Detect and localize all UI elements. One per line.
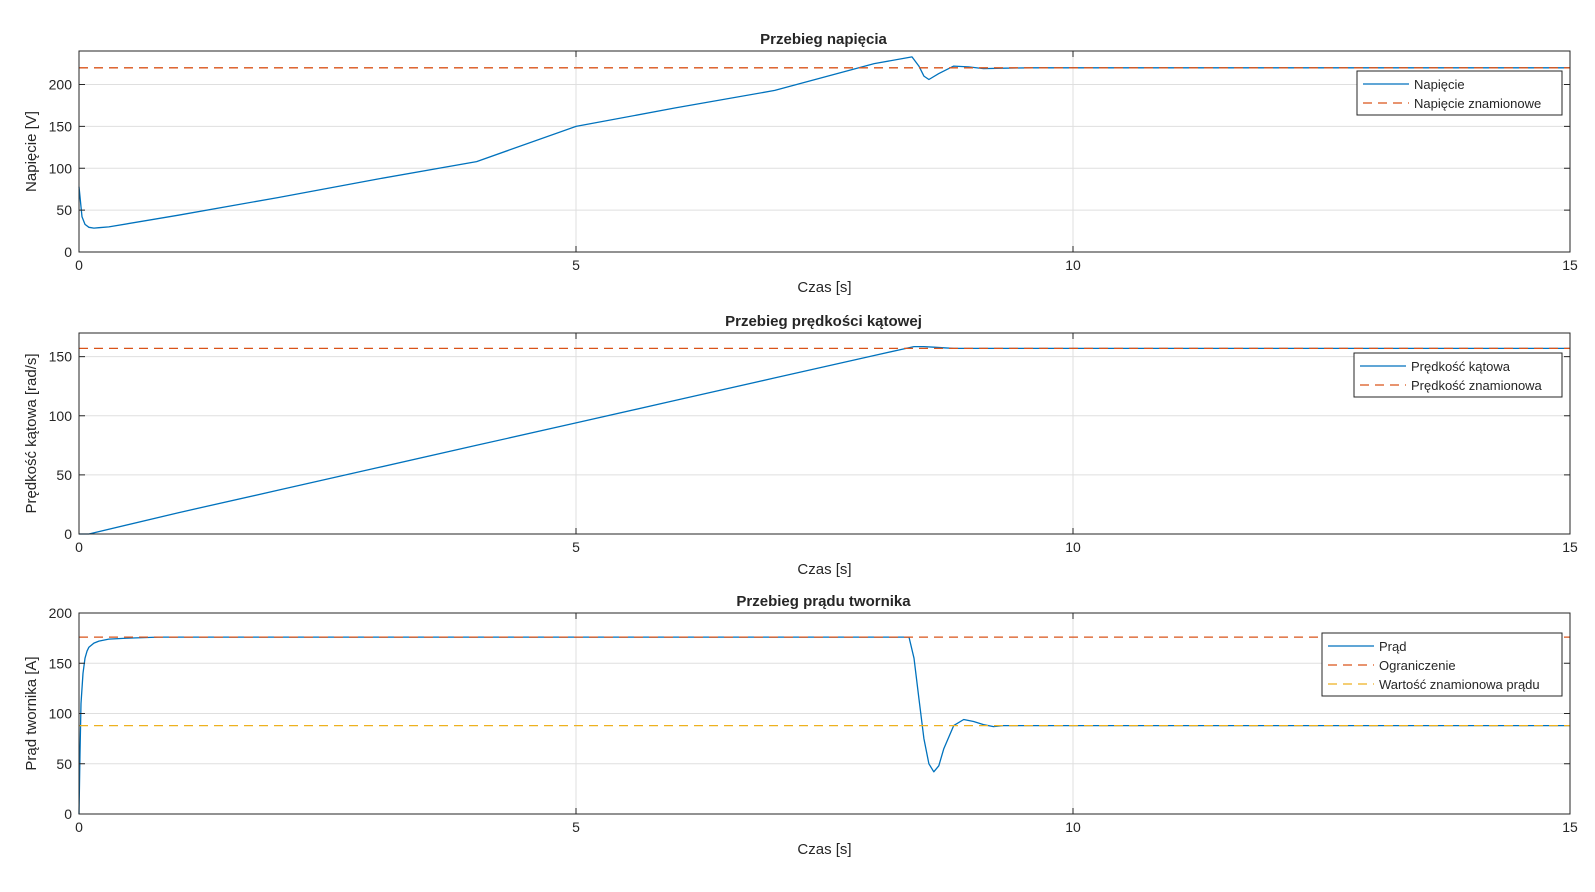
legend-label-2: Prędkość znamionowa (1411, 378, 1543, 393)
legend-label-2: Napięcie znamionowe (1414, 96, 1541, 111)
legend: Prąd Ograniczenie Wartość znamionowa prądu (1321, 632, 1563, 697)
y-tick-label: 200 (49, 605, 73, 621)
plot-area (79, 51, 1570, 252)
x-tick-label: 10 (1065, 257, 1081, 273)
x-axis-label: Czas [s] (797, 561, 851, 578)
y-tick-label: 0 (64, 244, 72, 260)
plot-area (79, 333, 1570, 534)
legend-box (1356, 70, 1563, 116)
x-tick-label: 10 (1065, 539, 1081, 555)
y-tick-label: 200 (49, 77, 73, 93)
x-tick-label: 0 (75, 819, 83, 835)
y-tick-label: 150 (49, 118, 73, 134)
legend-label-2: Ograniczenie (1379, 658, 1456, 673)
x-tick-label: 15 (1562, 539, 1578, 555)
y-tick-label: 100 (49, 160, 73, 176)
axes-box (78, 50, 1571, 253)
legend-label-1: Prąd (1379, 639, 1406, 654)
chart-title: Przebieg prądu twornika (736, 593, 911, 610)
legend: Napięcie Napięcie znamionowe (1356, 70, 1563, 116)
series-line-1 (78, 56, 1570, 229)
x-tick-label: 15 (1562, 819, 1578, 835)
axes-box (78, 332, 1571, 535)
y-axis-label: Prąd twornika [A] (23, 656, 40, 770)
y-tick-label: 0 (64, 526, 72, 542)
x-tick-label: 10 (1065, 819, 1081, 835)
y-tick-label: 100 (49, 408, 73, 424)
y-tick-label: 50 (56, 467, 72, 483)
y-axis-label: Napięcie [V] (23, 111, 40, 192)
x-tick-label: 0 (75, 257, 83, 273)
x-tick-label: 5 (572, 819, 580, 835)
x-tick-label: 15 (1562, 257, 1578, 273)
y-axis-label: Prędkość kątowa [rad/s] (23, 353, 40, 513)
legend: Prędkość kątowa Prędkość znamionowa (1353, 352, 1563, 398)
y-tick-label: 50 (56, 756, 72, 772)
legend-label-1: Napięcie (1414, 77, 1465, 92)
legend-label-3: Wartość znamionowa prądu (1379, 677, 1540, 692)
x-tick-label: 0 (75, 539, 83, 555)
y-tick-label: 150 (49, 349, 73, 365)
y-tick-label: 150 (49, 655, 73, 671)
legend-label-1: Prędkość kątowa (1411, 359, 1511, 374)
y-tick-label: 50 (56, 202, 72, 218)
x-axis-label: Czas [s] (797, 841, 851, 858)
chart-title: Przebieg prędkości kątowej (725, 313, 922, 330)
chart-title: Przebieg napięcia (760, 31, 887, 48)
y-tick-label: 0 (64, 806, 72, 822)
x-tick-label: 5 (572, 257, 580, 273)
x-axis-label: Czas [s] (797, 279, 851, 296)
x-tick-label: 5 (572, 539, 580, 555)
y-tick-label: 100 (49, 706, 73, 722)
legend-box (1353, 352, 1563, 398)
